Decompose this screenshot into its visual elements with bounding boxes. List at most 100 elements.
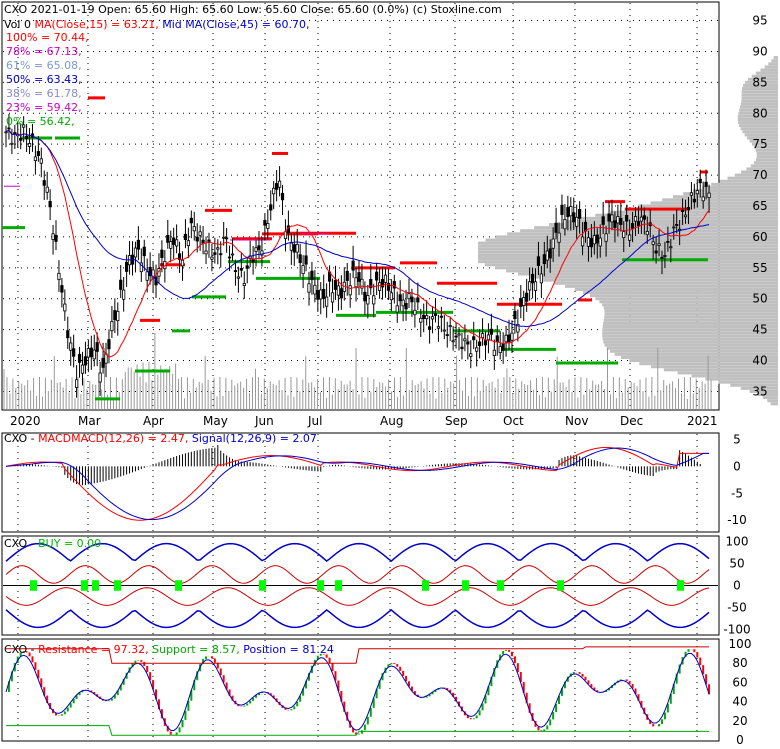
volume-profile-bar [764, 65, 778, 69]
buy-signal-marker [317, 580, 324, 591]
volume-profile-bar [650, 365, 778, 369]
candle-body [554, 222, 558, 233]
price-tick-label: 90 [752, 44, 767, 58]
candle-body [542, 254, 546, 265]
candle-body [519, 298, 523, 307]
support-value: Support = 8.57, [149, 643, 240, 656]
volume-profile-bar [548, 223, 778, 227]
candle-body [69, 342, 73, 351]
volume-profile-bar [621, 355, 778, 359]
buy-signal-marker [497, 580, 504, 591]
candle-body [601, 216, 605, 225]
candle-body [636, 221, 641, 227]
candle-body [492, 349, 496, 356]
candle-body [404, 303, 408, 310]
volume-profile-bar [745, 80, 778, 84]
month-tick-label: Oct [503, 414, 524, 428]
volume-profile-bar [606, 346, 778, 350]
volume-profile-bar [673, 195, 778, 199]
buy-title: CXO - BUY = 0.00 [4, 537, 101, 550]
candle-body [442, 329, 446, 332]
candle-body [83, 356, 88, 366]
candle-body [454, 335, 458, 338]
candle-body [80, 364, 85, 374]
panel-tick-label: 0 [736, 733, 744, 745]
candle-body [175, 239, 179, 247]
price-tick-label: 50 [752, 292, 767, 306]
candle-body [589, 237, 593, 248]
volume-profile-bar [604, 315, 778, 319]
candle-body [525, 292, 529, 302]
candle-body [669, 246, 673, 249]
panel-tick-label: 80 [732, 656, 747, 670]
candle-body [386, 282, 391, 291]
candle-body [233, 270, 238, 273]
volume-profile-bar [603, 306, 778, 310]
candle-body [136, 239, 140, 250]
candle-body [395, 305, 399, 313]
candle-body [586, 237, 591, 247]
volume-profile-bar [760, 68, 778, 72]
candle-body [236, 276, 240, 279]
volume-profile-bar [737, 117, 778, 121]
volume-profile-bar [739, 105, 778, 109]
candle-body [604, 233, 608, 242]
candle-body [389, 292, 393, 301]
candle-body [413, 309, 417, 316]
candle-body [36, 151, 40, 156]
candle-body [678, 228, 682, 231]
volume-profile-bar [741, 99, 778, 103]
candle-body [707, 192, 711, 199]
candle-body [254, 247, 258, 252]
candle-body [345, 270, 349, 281]
buy-signal-marker [175, 580, 182, 591]
candle-body [227, 256, 232, 259]
candle-body [692, 198, 696, 203]
candle-body [472, 336, 476, 341]
volume-profile-bar [691, 374, 778, 378]
candle-body [460, 346, 464, 350]
candle-body [375, 271, 379, 281]
macd-prefix: CXO - [4, 432, 38, 445]
candle-body [307, 283, 311, 293]
buy-upper-band [5, 542, 710, 562]
volume-profile-bar [579, 216, 778, 220]
candle-body [672, 226, 676, 229]
ma-fast-line [5, 129, 710, 358]
volume-profile-bar [677, 371, 778, 375]
volume-profile-bar [638, 204, 778, 208]
candle-body [272, 187, 276, 195]
candle-body [401, 299, 405, 307]
volume-profile-bar [478, 241, 778, 245]
volume-profile-bar [604, 312, 778, 316]
volume-profile-bar [530, 275, 778, 279]
candle-body [595, 234, 599, 244]
candle-body [575, 216, 579, 227]
volume-profile-bar [754, 145, 778, 149]
candle-body [7, 127, 11, 130]
candle-body [363, 291, 367, 302]
volume-profile-bar [746, 167, 778, 171]
volume-profile-bar [599, 300, 778, 304]
candle-body [301, 265, 305, 275]
volume-profile-bar [520, 229, 778, 233]
candle-body [392, 281, 396, 289]
candle-body [639, 216, 644, 222]
candle-body [230, 253, 235, 256]
candle-body [110, 321, 114, 332]
volume-profile-bar [564, 219, 778, 223]
candle-body [225, 237, 229, 240]
candle-body [216, 247, 220, 250]
macd-title: CXO - MACDMACD(12,26) = 2.47, Signal(12,… [4, 432, 317, 445]
candle-body [360, 278, 364, 289]
candle-body [510, 332, 514, 341]
candle-body [578, 208, 582, 219]
macd-word: MACD [38, 432, 71, 445]
volume-profile-bar [650, 201, 778, 205]
volume-profile-bar [767, 399, 778, 403]
candle-body [548, 248, 552, 259]
candle-body [24, 135, 29, 140]
candle-body [222, 236, 226, 239]
candle-body [172, 237, 176, 245]
